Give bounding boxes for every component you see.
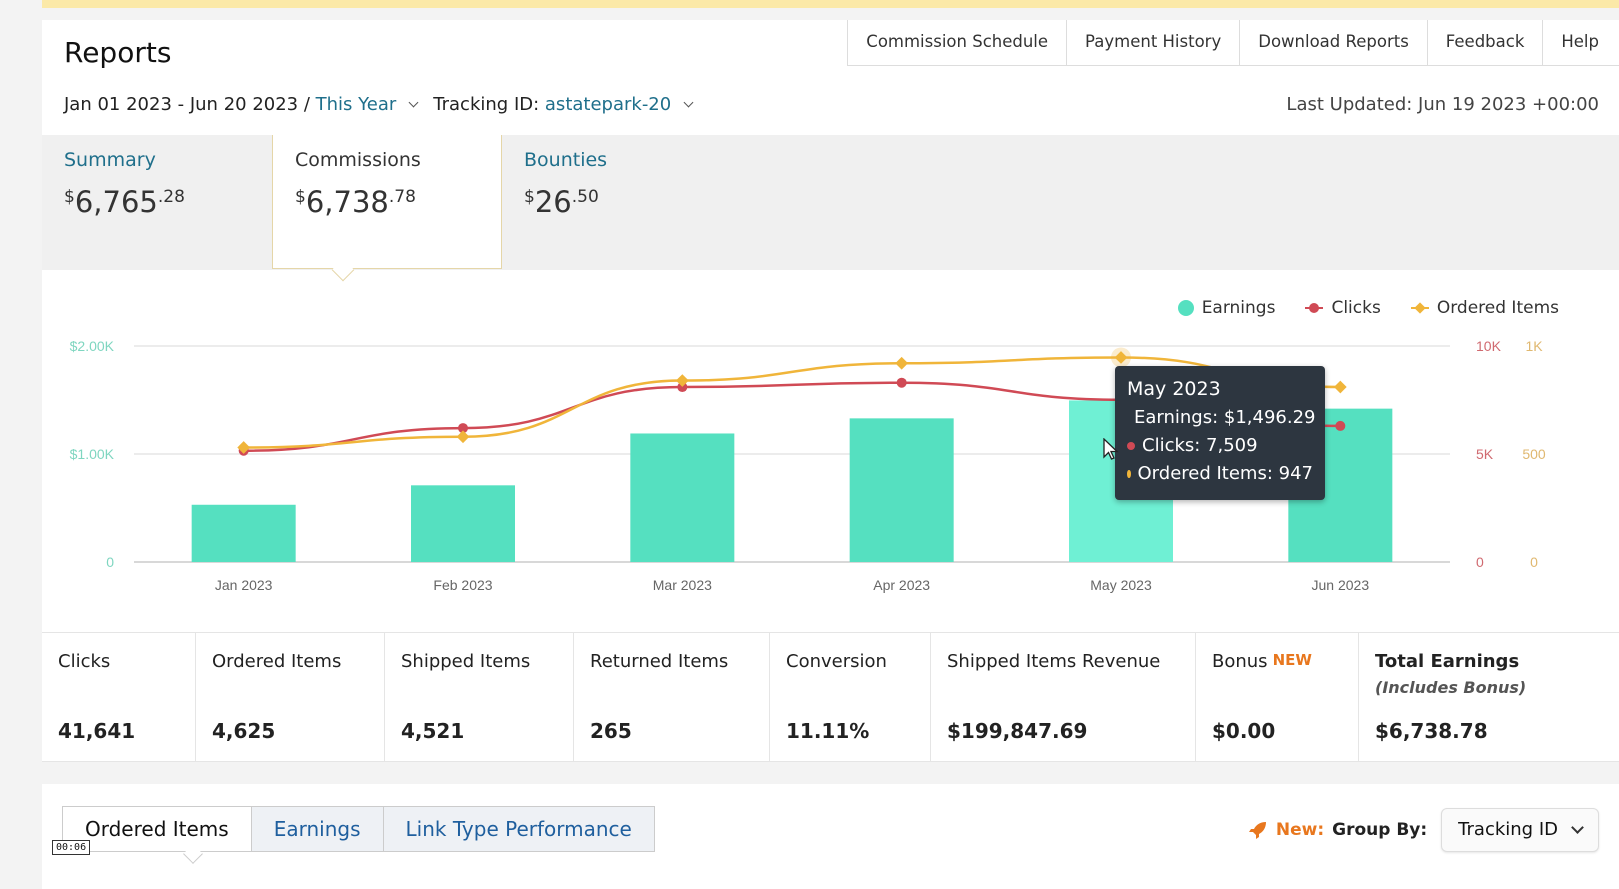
clicks-point [458,423,468,434]
tooltip-earnings: Earnings: $1,496.29 [1134,407,1316,428]
chart-tooltip: May 2023 Earnings: $1,496.29 Clicks: 7,5… [1115,366,1325,500]
tab-commissions[interactable]: Commissions $6,738.78 [272,135,502,269]
summary-amount: $6,765.28 [64,185,185,219]
nav-commission-schedule[interactable]: Commission Schedule [848,20,1068,65]
stat-ordered-items: Ordered Items 4,625 [196,633,385,761]
clicks-point [896,377,907,388]
tracking-id-dropdown[interactable]: astatepark-20 [544,94,672,115]
clicks-point [1335,420,1346,431]
chevron-down-icon[interactable] [408,97,419,108]
stat-returned-items: Returned Items 265 [574,633,770,761]
group-by-select[interactable]: Tracking ID [1441,808,1599,852]
ordered-items-point [237,441,251,454]
left-tick-label: $1.00K [70,446,115,462]
nav-help[interactable]: Help [1561,32,1599,51]
summary-tabs: Summary $6,765.28 Commissions $6,738.78 … [42,135,1619,270]
x-tick-label: Mar 2023 [653,577,712,593]
right-tick-label-clicks: 0 [1476,554,1484,570]
legend-earnings-swatch [1177,300,1194,316]
right-tick-label-clicks: 5K [1476,446,1494,462]
stat-clicks: Clicks 41,641 [42,633,196,761]
x-tick-label: May 2023 [1090,577,1152,593]
x-tick-label: Jun 2023 [1312,577,1370,593]
earnings-chart: 0 0 0 $1.00K 5K 500 $2.00K 10K 1K Jan 2023 Feb 202… [70,338,1546,593]
chart-legend: Earnings Clicks Ordered Items [1177,298,1559,318]
tooltip-clicks: Clicks: 7,509 [1127,435,1313,456]
chevron-down-icon[interactable] [683,97,694,108]
right-tick-label-ordered: 1K [1525,338,1543,354]
group-by-control: New: Group By: Tracking ID [1248,808,1599,852]
detail-tabs: Ordered Items Earnings Link Type Perform… [62,806,655,852]
bar-apr-2023 [849,418,954,562]
ordered-items-point [1333,380,1347,394]
ordered-items-point [895,356,909,370]
new-badge: NEW [1272,651,1312,669]
nav-download-reports[interactable]: Download Reports [1240,20,1428,65]
video-timestamp: 00:06 [52,840,91,855]
tab-summary-label: Summary [64,149,156,171]
right-tick-label-clicks: 10K [1476,338,1502,354]
reports-header: Reports Commission Schedule Payment Hist… [42,20,1619,135]
legend-ordered-items[interactable]: Ordered Items [1410,298,1559,318]
clicks-point [677,382,688,393]
tab-commissions-label: Commissions [295,149,421,171]
ordered-items-line [243,356,1341,449]
tracking-label: Tracking ID: [433,94,540,115]
x-tick-label: Apr 2023 [873,577,930,593]
tab-summary[interactable]: Summary $6,765.28 [42,135,272,270]
nav-payment-history[interactable]: Payment History [1067,20,1241,65]
group-by-label: Group By: [1332,820,1428,840]
stat-shipped-items: Shipped Items 4,521 [385,633,574,761]
stat-shipped-revenue: Shipped Items Revenue $199,847.69 [931,633,1196,761]
group-by-new: New: [1275,820,1325,840]
detail-panel: Ordered Items Earnings Link Type Perform… [42,784,1619,889]
legend-clicks-swatch [1305,302,1324,314]
tab-ordered-items[interactable]: Ordered Items [63,807,252,851]
right-tick-label-ordered: 500 [1522,446,1546,462]
nav-feedback[interactable]: Feedback [1428,20,1544,65]
legend-ordered-swatch [1410,302,1429,314]
tab-link-type-performance[interactable]: Link Type Performance [383,807,654,851]
rocket-icon [1248,822,1266,839]
legend-clicks[interactable]: Clicks [1305,298,1381,318]
date-range: Jan 01 2023 - Jun 20 2023 / [64,94,310,115]
ordered-items-point [456,430,470,444]
left-tick-label: 0 [106,554,114,570]
report-nav: Commission Schedule Payment History Down… [847,20,1619,66]
mouse-cursor-icon [1103,438,1119,460]
tooltip-title: May 2023 [1127,378,1221,400]
tab-bounties[interactable]: Bounties $26.50 [502,135,732,270]
stat-conversion: Conversion 11.11% [770,633,931,761]
bar-jan-2023 [191,504,296,562]
tooltip-ordered: Ordered Items: 947 [1127,463,1313,484]
stats-row: Clicks 41,641 Ordered Items 4,625 Shipped … [42,632,1619,762]
bounties-amount: $26.50 [524,185,599,219]
commissions-amount: $6,738.78 [295,185,416,219]
legend-earnings[interactable]: Earnings [1177,298,1275,318]
bar-mar-2023 [630,433,735,562]
left-tick-label: $2.00K [70,338,115,354]
chevron-down-icon [1571,821,1584,834]
tab-bounties-label: Bounties [524,149,608,171]
chart-panel: 0 0 0 $1.00K 5K 500 $2.00K 10K 1K Jan 2023 Feb 202… [42,270,1619,640]
right-tick-label-ordered: 0 [1530,554,1538,570]
x-tick-label: Jan 2023 [215,577,273,593]
x-tick-label: Feb 2023 [433,577,492,593]
stat-bonus: Bonus NEW $0.00 [1196,633,1359,761]
bar-feb-2023 [411,485,515,562]
filter-row: Jan 01 2023 - Jun 20 2023 / This Year Tr… [64,94,704,115]
stat-total-earnings: Total Earnings (Includes Bonus) $6,738.7… [1375,651,1527,743]
tab-earnings[interactable]: Earnings [251,807,384,851]
last-updated: Last Updated: Jun 19 2023 +00:00 [1286,94,1599,115]
notice-bar [42,0,1619,8]
period-dropdown[interactable]: This Year [315,94,397,115]
page-title: Reports [64,36,172,69]
